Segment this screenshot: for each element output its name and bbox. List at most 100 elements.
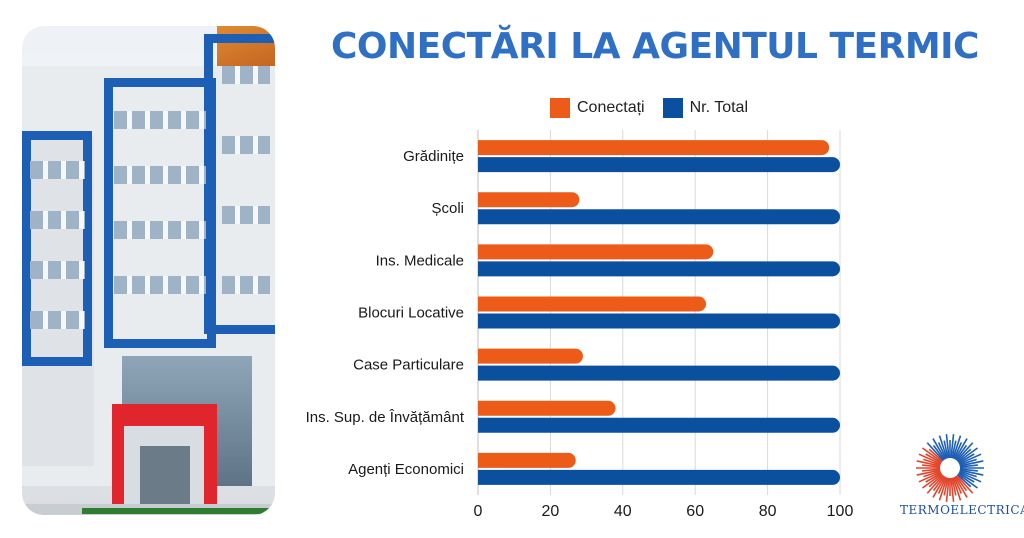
logo-ray [953, 476, 963, 494]
window-row [30, 261, 85, 279]
category-label: Ins. Medicale [376, 252, 464, 269]
bar-connected [478, 296, 707, 312]
logo-ray [959, 468, 978, 472]
blue-frame-right [204, 34, 275, 334]
logo-ray [958, 453, 975, 464]
logo-ray [932, 476, 946, 498]
logo-ray [950, 477, 955, 502]
logo-text: TERMOELECTRICA-S-A- [900, 503, 1024, 517]
window-row [222, 66, 270, 84]
bar-total [478, 365, 841, 381]
logo-ray [943, 440, 949, 459]
logo-ray [956, 474, 972, 488]
logo-ray [959, 469, 984, 476]
logo-ray [959, 458, 977, 466]
category-label: Grădinițe [403, 148, 464, 165]
logo-ray [959, 460, 984, 467]
legend-label-total: Nr. Total [689, 99, 748, 116]
logo-ray [926, 442, 944, 462]
logo-ray [959, 464, 978, 468]
logo-ray [916, 460, 941, 467]
logo-ray [926, 474, 944, 494]
category-label: Blocuri Locative [358, 305, 464, 322]
logo-ray [925, 472, 942, 483]
category-label: Case Particulare [353, 357, 464, 374]
logo-ray [918, 471, 942, 483]
bar-total [478, 469, 841, 485]
logo-ray [954, 476, 968, 498]
category-label: Școli [431, 200, 464, 217]
bar-connected [478, 140, 830, 156]
x-tick-label: 0 [474, 503, 483, 520]
logo-ray [955, 444, 968, 461]
logo-ray [928, 448, 944, 462]
termoelectrica-logo-icon [916, 434, 984, 502]
logo-ray [928, 474, 944, 488]
logo-ray [953, 442, 963, 460]
logo-ray [950, 434, 955, 459]
logo-ray [951, 440, 957, 459]
logo-ray [951, 477, 957, 496]
logo-ray [956, 448, 972, 462]
logo-ray [958, 471, 982, 483]
logo-ray [938, 435, 948, 459]
bar-connected [477, 348, 583, 364]
x-tick-label: 20 [542, 503, 560, 520]
logo-ray [943, 477, 949, 496]
logo-ray [922, 464, 941, 468]
x-tick-label: 100 [827, 503, 854, 520]
window-row [114, 166, 206, 184]
bar-total [478, 157, 841, 173]
bar-connected [478, 452, 576, 468]
logo-ray [923, 470, 941, 478]
logo-ray [923, 458, 941, 466]
logo-ray [959, 470, 977, 478]
window-row [222, 136, 270, 154]
logo-ray [955, 475, 968, 492]
window-row [222, 206, 270, 224]
bar-connected [478, 192, 580, 208]
logo-ray [922, 447, 943, 463]
logo-ray [945, 477, 950, 502]
bar-connected [478, 400, 616, 416]
chart-title: CONECTĂRI LA AGENTUL TERMIC [331, 26, 979, 67]
logo-ray [925, 453, 942, 464]
x-tick-label: 60 [686, 503, 704, 520]
logo-ray [938, 477, 948, 501]
legend-swatch-total [662, 98, 683, 118]
category-label: Ins. Sup. de Învățământ [306, 409, 465, 426]
bar-total [478, 209, 841, 225]
logo-ray [956, 442, 974, 462]
logo-ray [922, 468, 941, 472]
bar-connected [478, 244, 714, 260]
logo-ray [952, 477, 962, 501]
category-label: Agenți Economici [348, 461, 464, 478]
x-tick-label: 40 [614, 503, 632, 520]
window-row [30, 161, 85, 179]
logo-ray [932, 475, 945, 492]
logo-ray [957, 447, 978, 463]
chart-legend: Conectați Nr. Total [550, 96, 748, 120]
logo-ray [956, 474, 974, 494]
window-row [30, 311, 85, 329]
logo-ray [954, 438, 968, 460]
window-row [30, 211, 85, 229]
logo-ray [945, 434, 950, 459]
lawn [82, 508, 275, 514]
logo-ray [932, 444, 945, 461]
logo-ray [918, 453, 942, 465]
window-row [114, 111, 206, 129]
logo-ray [957, 473, 978, 489]
bar-total [478, 261, 841, 277]
window-row [114, 276, 206, 294]
logo-ray [922, 473, 943, 489]
entrance-door [140, 446, 190, 509]
logo-ray [916, 469, 941, 476]
blue-frame-left [22, 131, 92, 366]
building-photo [22, 26, 275, 515]
legend-label-connected: Conectați [577, 99, 645, 116]
legend-swatch-connected [550, 98, 570, 118]
logo-ray [958, 472, 975, 483]
bar-total [478, 417, 841, 433]
